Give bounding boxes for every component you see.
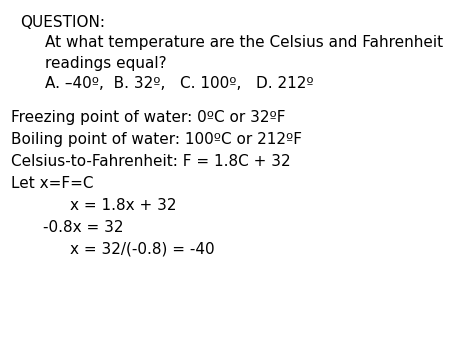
Text: A. –40º,  B. 32º,   C. 100º,   D. 212º: A. –40º, B. 32º, C. 100º, D. 212º [45, 76, 314, 91]
Text: Celsius-to-Fahrenheit: F = 1.8C + 32: Celsius-to-Fahrenheit: F = 1.8C + 32 [11, 154, 291, 169]
Text: readings equal?: readings equal? [45, 56, 166, 71]
Text: Freezing point of water: 0ºC or 32ºF: Freezing point of water: 0ºC or 32ºF [11, 110, 286, 125]
Text: x = 32/(-0.8) = -40: x = 32/(-0.8) = -40 [70, 242, 214, 257]
Text: -0.8x = 32: -0.8x = 32 [43, 220, 123, 235]
Text: Let x=F=C: Let x=F=C [11, 176, 94, 191]
Text: Boiling point of water: 100ºC or 212ºF: Boiling point of water: 100ºC or 212ºF [11, 132, 302, 147]
Text: QUESTION:: QUESTION: [20, 15, 105, 30]
Text: x = 1.8x + 32: x = 1.8x + 32 [70, 198, 176, 213]
Text: At what temperature are the Celsius and Fahrenheit: At what temperature are the Celsius and … [45, 35, 443, 50]
